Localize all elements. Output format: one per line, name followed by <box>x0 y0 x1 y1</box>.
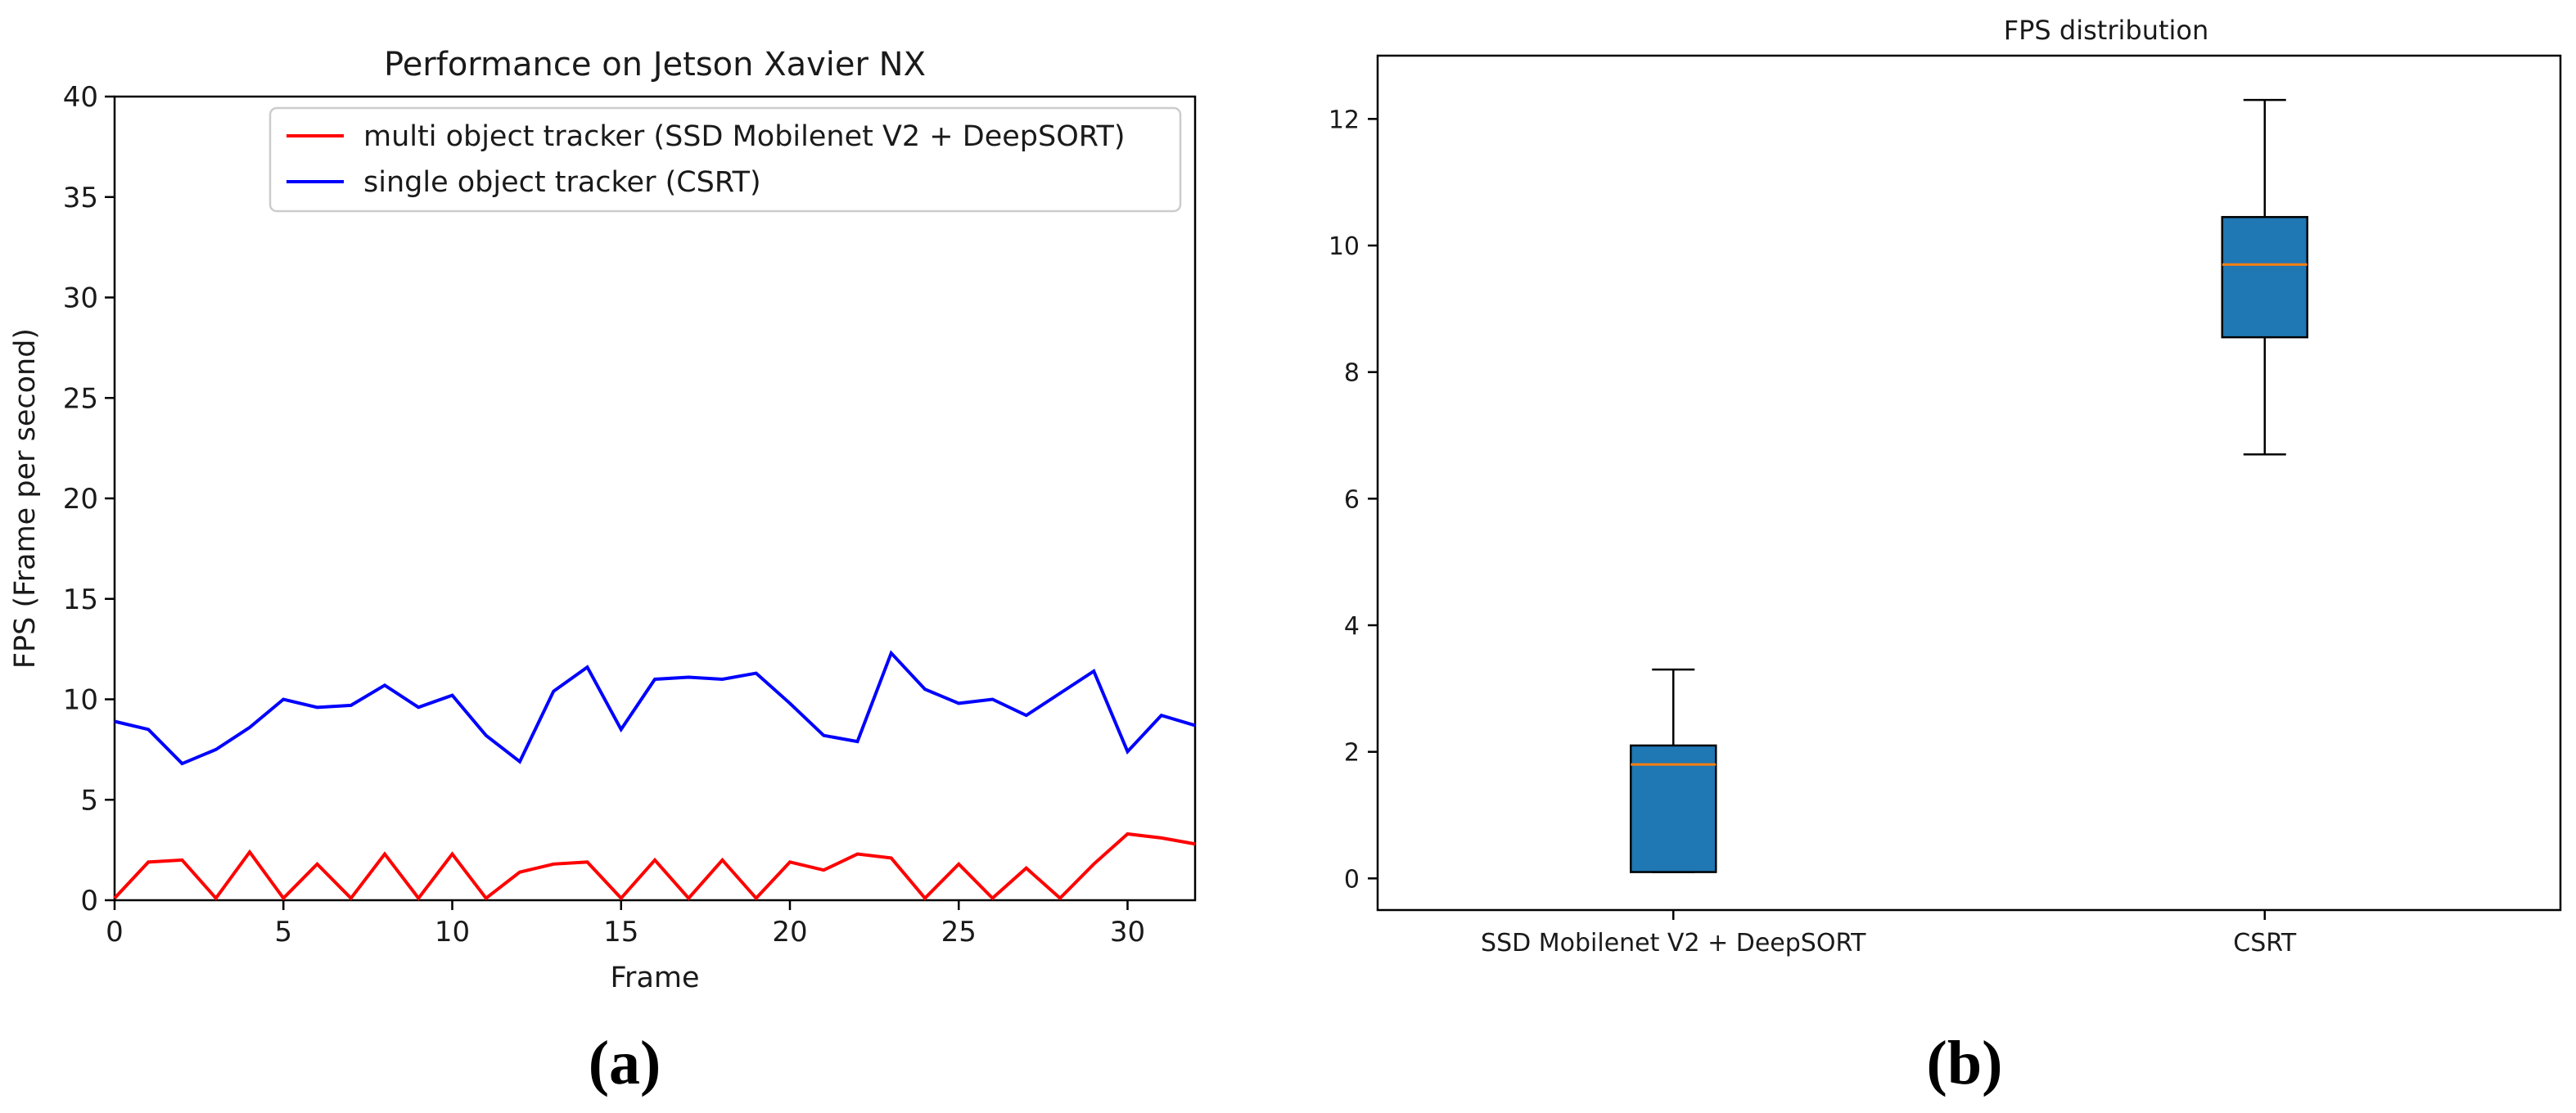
y-tick-label: 35 <box>63 182 98 214</box>
x-tick-label: 20 <box>772 916 807 949</box>
box-body <box>1630 744 1717 873</box>
y-tick-label: 0 <box>1344 865 1360 894</box>
x-tick-label: 10 <box>435 916 470 949</box>
box-1 <box>2221 98 2308 456</box>
panel-label-b: (b) <box>1927 1029 2003 1097</box>
y-tick-label: 15 <box>63 584 98 616</box>
box-0 <box>1630 668 1717 873</box>
chart-a-title: Performance on Jetson Xavier NX <box>384 46 926 83</box>
series-line-single-tracker <box>114 650 1196 766</box>
box-body <box>2221 215 2308 339</box>
legend-label-single-tracker: single object tracker (CSRT) <box>363 166 761 199</box>
y-tick-label: 25 <box>63 382 98 415</box>
x-tick-label: SSD Mobilenet V2 + DeepSORT <box>1481 929 1866 958</box>
y-tick-label: 2 <box>1344 739 1360 768</box>
x-tick-label: CSRT <box>2233 929 2297 958</box>
chart-b-plot-area <box>1376 54 2562 912</box>
x-tick-label: 25 <box>941 916 977 949</box>
y-tick-label: 8 <box>1344 359 1360 388</box>
y-tick-label: 4 <box>1344 612 1360 641</box>
y-tick-label: 30 <box>63 282 98 315</box>
x-tick-label: 30 <box>1110 916 1145 949</box>
y-tick-label: 12 <box>1329 106 1360 134</box>
chart-a-x-axis-label: Frame <box>610 962 699 994</box>
chart-b-title: FPS distribution <box>2004 15 2209 46</box>
panel-label-a: (a) <box>589 1029 661 1097</box>
x-tick-label: 15 <box>603 916 638 949</box>
y-tick-label: 10 <box>63 684 98 717</box>
y-tick-label: 10 <box>1329 232 1360 261</box>
chart-a-legend: multi object tracker (SSD Mobilenet V2 +… <box>268 106 1182 213</box>
y-tick-label: 20 <box>63 483 98 516</box>
chart-a-y-axis-label: FPS (Frame per second) <box>9 328 42 669</box>
y-tick-label: 40 <box>63 81 98 114</box>
y-tick-label: 0 <box>80 885 98 917</box>
legend-label-multi-tracker: multi object tracker (SSD Mobilenet V2 +… <box>363 120 1126 153</box>
series-line-multi-tracker <box>113 831 1196 901</box>
box-plot-panel: FPS distribution 0 2 4 6 8 10 12 SSD Mobilenet… <box>1329 15 2562 1097</box>
line-chart-panel: Performance on Jetson Xavier NX 0 5 10 15 20… <box>9 46 1197 1097</box>
x-tick-label: 0 <box>106 916 124 949</box>
x-tick-label: 5 <box>274 916 292 949</box>
y-tick-label: 6 <box>1344 485 1360 514</box>
chart-a-plot-area <box>113 95 1197 902</box>
y-tick-label: 5 <box>80 784 98 817</box>
legend-box <box>268 106 1182 213</box>
